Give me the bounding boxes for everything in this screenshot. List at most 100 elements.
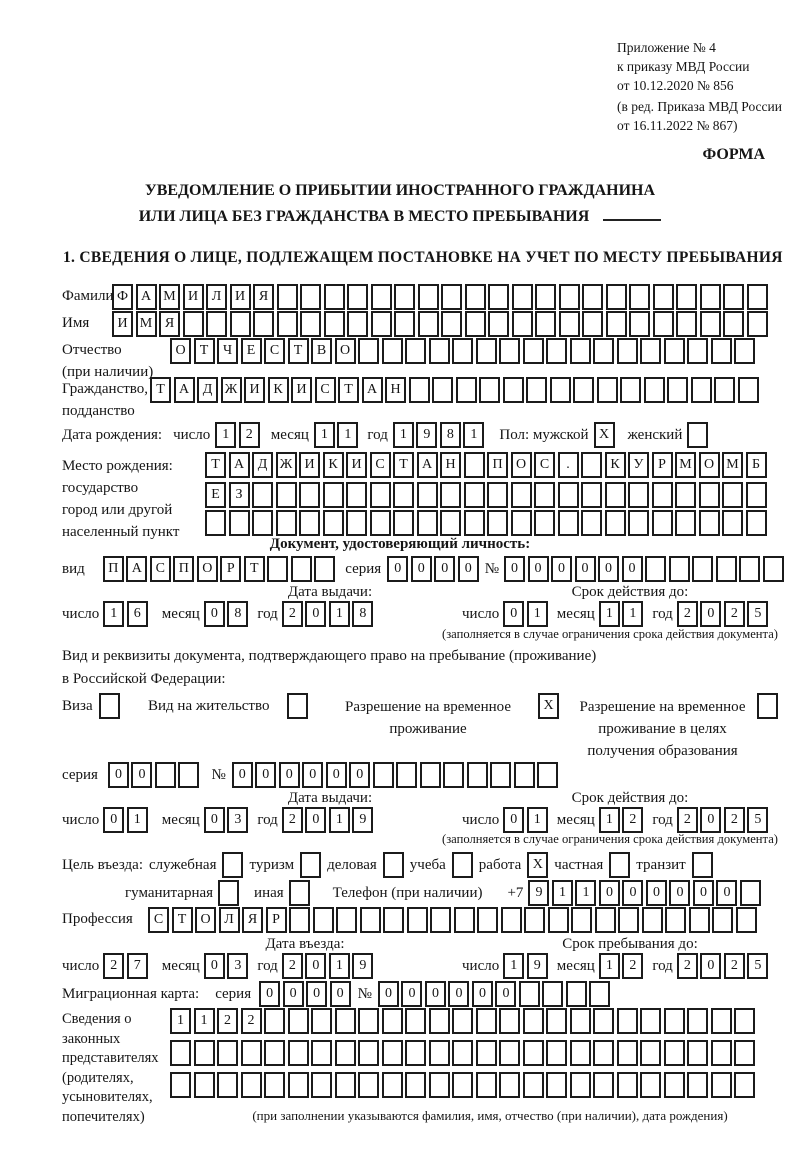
char-box[interactable] xyxy=(490,762,512,788)
char-box[interactable] xyxy=(440,510,461,536)
char-box[interactable] xyxy=(322,482,344,508)
char-box[interactable] xyxy=(640,1040,661,1066)
char-box[interactable] xyxy=(369,482,391,508)
char-box[interactable]: И xyxy=(229,284,251,310)
char-box[interactable]: 5 xyxy=(747,601,769,627)
char-box[interactable] xyxy=(463,510,485,536)
char-box[interactable]: 2 xyxy=(238,422,260,448)
checkbox-visa[interactable] xyxy=(99,693,120,719)
char-box[interactable] xyxy=(593,1008,614,1034)
char-box[interactable] xyxy=(573,377,594,403)
char-box[interactable] xyxy=(569,1072,591,1098)
char-box[interactable]: 0 xyxy=(329,981,351,1007)
char-box[interactable] xyxy=(526,377,547,403)
char-box[interactable]: А xyxy=(416,452,438,478)
char-box[interactable] xyxy=(299,510,320,536)
char-box[interactable]: 0 xyxy=(302,762,324,788)
char-box[interactable] xyxy=(739,880,761,906)
char-box[interactable]: Л xyxy=(218,907,240,933)
checkbox-cell[interactable] xyxy=(99,693,120,719)
char-box[interactable] xyxy=(640,338,661,364)
checkbox-cell[interactable] xyxy=(687,422,709,448)
char-box[interactable]: 2 xyxy=(723,601,745,627)
char-box[interactable] xyxy=(452,1040,473,1066)
char-box[interactable]: 0 xyxy=(574,556,596,582)
char-box[interactable] xyxy=(475,1008,497,1034)
char-box[interactable] xyxy=(762,556,784,582)
char-box[interactable] xyxy=(359,907,381,933)
char-box[interactable]: М xyxy=(675,452,696,478)
char-box[interactable] xyxy=(358,1072,379,1098)
char-box[interactable] xyxy=(452,1008,473,1034)
checkbox-cell[interactable]: X xyxy=(593,422,615,448)
char-box[interactable] xyxy=(558,311,580,337)
char-box[interactable] xyxy=(594,907,616,933)
char-box[interactable]: 0 xyxy=(504,556,525,582)
char-box[interactable] xyxy=(605,284,627,310)
char-box[interactable] xyxy=(618,907,639,933)
char-box[interactable] xyxy=(629,311,650,337)
char-box[interactable] xyxy=(228,510,250,536)
char-box[interactable]: Т xyxy=(193,338,215,364)
char-box[interactable] xyxy=(687,338,708,364)
char-box[interactable]: 2 xyxy=(281,953,303,979)
char-box[interactable] xyxy=(477,907,498,933)
char-box[interactable]: Р xyxy=(651,452,673,478)
char-box[interactable]: 0 xyxy=(700,807,722,833)
char-box[interactable] xyxy=(698,482,720,508)
char-box[interactable] xyxy=(676,284,697,310)
char-box[interactable]: Д xyxy=(252,452,273,478)
char-box[interactable] xyxy=(746,311,768,337)
char-box[interactable] xyxy=(193,1072,215,1098)
char-box[interactable] xyxy=(405,1040,426,1066)
char-box[interactable]: И xyxy=(299,452,320,478)
char-box[interactable]: О xyxy=(196,556,218,582)
char-box[interactable]: 0 xyxy=(278,762,300,788)
char-box[interactable]: 1 xyxy=(575,880,597,906)
char-box[interactable] xyxy=(466,762,488,788)
char-box[interactable] xyxy=(510,510,532,536)
char-box[interactable] xyxy=(381,338,403,364)
char-box[interactable]: 0 xyxy=(377,981,399,1007)
checkbox-sex-male[interactable]: X xyxy=(593,422,615,448)
char-box[interactable]: 2 xyxy=(723,807,745,833)
char-box[interactable] xyxy=(687,1072,708,1098)
char-box[interactable]: Т xyxy=(393,452,414,478)
checkbox-cell[interactable] xyxy=(288,880,310,906)
char-box[interactable] xyxy=(629,284,650,310)
char-box[interactable] xyxy=(511,311,533,337)
char-box[interactable] xyxy=(205,510,226,536)
char-box[interactable]: О xyxy=(170,338,191,364)
char-box[interactable] xyxy=(546,1008,567,1034)
char-box[interactable] xyxy=(737,377,759,403)
char-box[interactable] xyxy=(475,338,497,364)
char-box[interactable] xyxy=(641,907,663,933)
char-box[interactable] xyxy=(746,284,768,310)
char-box[interactable] xyxy=(549,377,571,403)
char-box[interactable] xyxy=(710,1040,732,1066)
char-box[interactable] xyxy=(522,1040,544,1066)
char-box[interactable] xyxy=(475,1040,497,1066)
char-box[interactable] xyxy=(487,510,508,536)
char-box[interactable]: Т xyxy=(150,377,171,403)
char-box[interactable]: 2 xyxy=(676,601,698,627)
char-box[interactable] xyxy=(688,907,710,933)
char-box[interactable]: 9 xyxy=(416,422,438,448)
char-box[interactable] xyxy=(546,1072,567,1098)
char-box[interactable]: И xyxy=(244,377,265,403)
char-box[interactable]: 1 xyxy=(193,1008,215,1034)
char-box[interactable] xyxy=(428,1040,450,1066)
char-box[interactable]: 0 xyxy=(203,807,225,833)
char-box[interactable] xyxy=(734,1008,755,1034)
char-box[interactable] xyxy=(408,377,430,403)
char-box[interactable] xyxy=(488,284,509,310)
char-box[interactable] xyxy=(499,1072,520,1098)
char-box[interactable]: Н xyxy=(385,377,406,403)
char-box[interactable] xyxy=(428,1072,450,1098)
char-box[interactable]: 2 xyxy=(240,1008,262,1034)
